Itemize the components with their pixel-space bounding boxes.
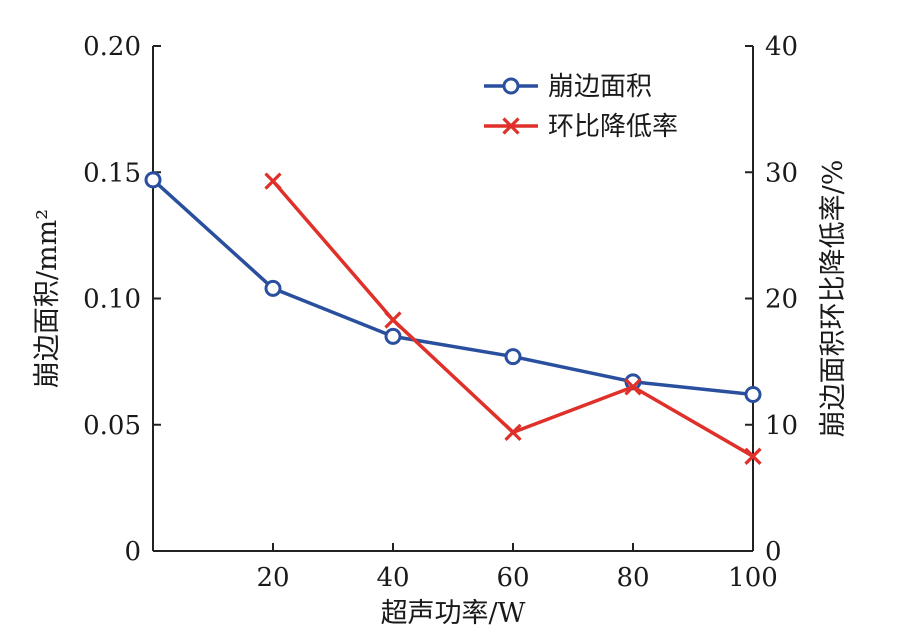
y-right-tick-label: 20 [765,285,798,315]
y-left-axis-title: 崩边面积/mm² [32,209,63,388]
x-tick-label: 80 [616,563,649,593]
x-tick-label: 60 [496,563,529,593]
y-left-tick-label: 0.05 [83,411,141,441]
x-tick-label: 20 [256,563,289,593]
data-point-circle [264,279,282,297]
data-point-x [744,447,762,465]
legend-marker-x [502,117,520,135]
legend-label: 崩边面积 [548,72,652,102]
axes: 20 40 60 80 10000.050.100.150.20010203040超声功… [32,32,849,629]
data-point-circle [744,385,762,403]
y-right-tick-label: 10 [765,411,798,441]
data-point-x [384,311,402,329]
data-point-x [504,423,522,441]
x-tick-label: 100 [728,563,778,593]
x-axis-title: 超声功率/W [381,598,526,629]
y-left-tick-label: 0.10 [83,285,141,315]
series-line [151,178,754,397]
legend-marker-circle [502,77,520,95]
y-right-tick-label: 30 [765,158,798,188]
x-tick-label: 40 [376,563,409,593]
y-left-tick-label: 0.20 [83,32,141,62]
data-point-x [264,172,282,190]
y-right-tick-label: 0 [765,537,782,567]
y-left-tick-label: 0.15 [83,158,141,188]
series-layer [144,171,762,465]
data-point-circle [144,171,162,189]
legend-label: 环比降低率 [548,112,678,142]
data-point-circle [384,327,402,345]
y-right-axis-title: 崩边面积环比降低率/% [818,160,849,438]
data-point-circle [504,348,522,366]
legend: 崩边面积环比降低率 [484,72,678,142]
data-point-x [624,378,642,396]
y-right-tick-label: 40 [765,32,798,62]
y-left-tick-label: 0 [124,537,141,567]
